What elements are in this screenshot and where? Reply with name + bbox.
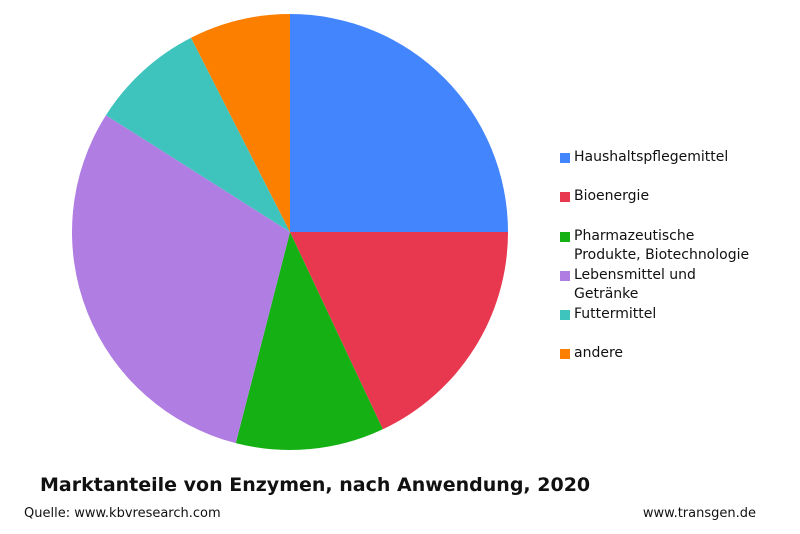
pie-slice — [235, 232, 383, 450]
legend-item: Futtermittel — [560, 305, 760, 324]
pie-slice — [71, 115, 290, 444]
legend-label: Pharmazeutische Produkte, Biotechnologie — [574, 228, 750, 263]
legend-item: Haushaltspflegemittel — [560, 148, 760, 167]
legend-swatch — [560, 232, 570, 242]
legend-label: andere — [574, 345, 624, 361]
credit: www.transgen.de — [642, 506, 756, 521]
legend-label: Futtermittel — [574, 306, 657, 322]
source: Quelle: www.kbvresearch.com — [24, 506, 221, 521]
legend-item: andere — [560, 344, 760, 363]
legend-label: Haushaltspflegemittel — [574, 149, 729, 165]
legend-swatch — [560, 349, 570, 359]
legend-label: Bioenergie — [574, 188, 650, 204]
legend-item: Lebensmittel und Getränke — [560, 266, 760, 304]
legend-swatch — [560, 192, 570, 202]
legend-label: Lebensmittel und Getränke — [574, 267, 696, 302]
legend-swatch — [560, 310, 570, 320]
pie-slice — [290, 232, 508, 430]
chart-title: Marktanteile von Enzymen, nach Anwendung… — [40, 474, 591, 496]
legend-item: Bioenergie — [560, 187, 760, 206]
pie-slice — [191, 14, 290, 232]
legend-swatch — [560, 271, 570, 281]
legend-item: Pharmazeutische Produkte, Biotechnologie — [560, 227, 760, 265]
pie-slice — [290, 14, 508, 232]
pie-slice — [105, 37, 290, 233]
pie-chart — [71, 14, 508, 450]
legend-swatch — [560, 153, 570, 163]
